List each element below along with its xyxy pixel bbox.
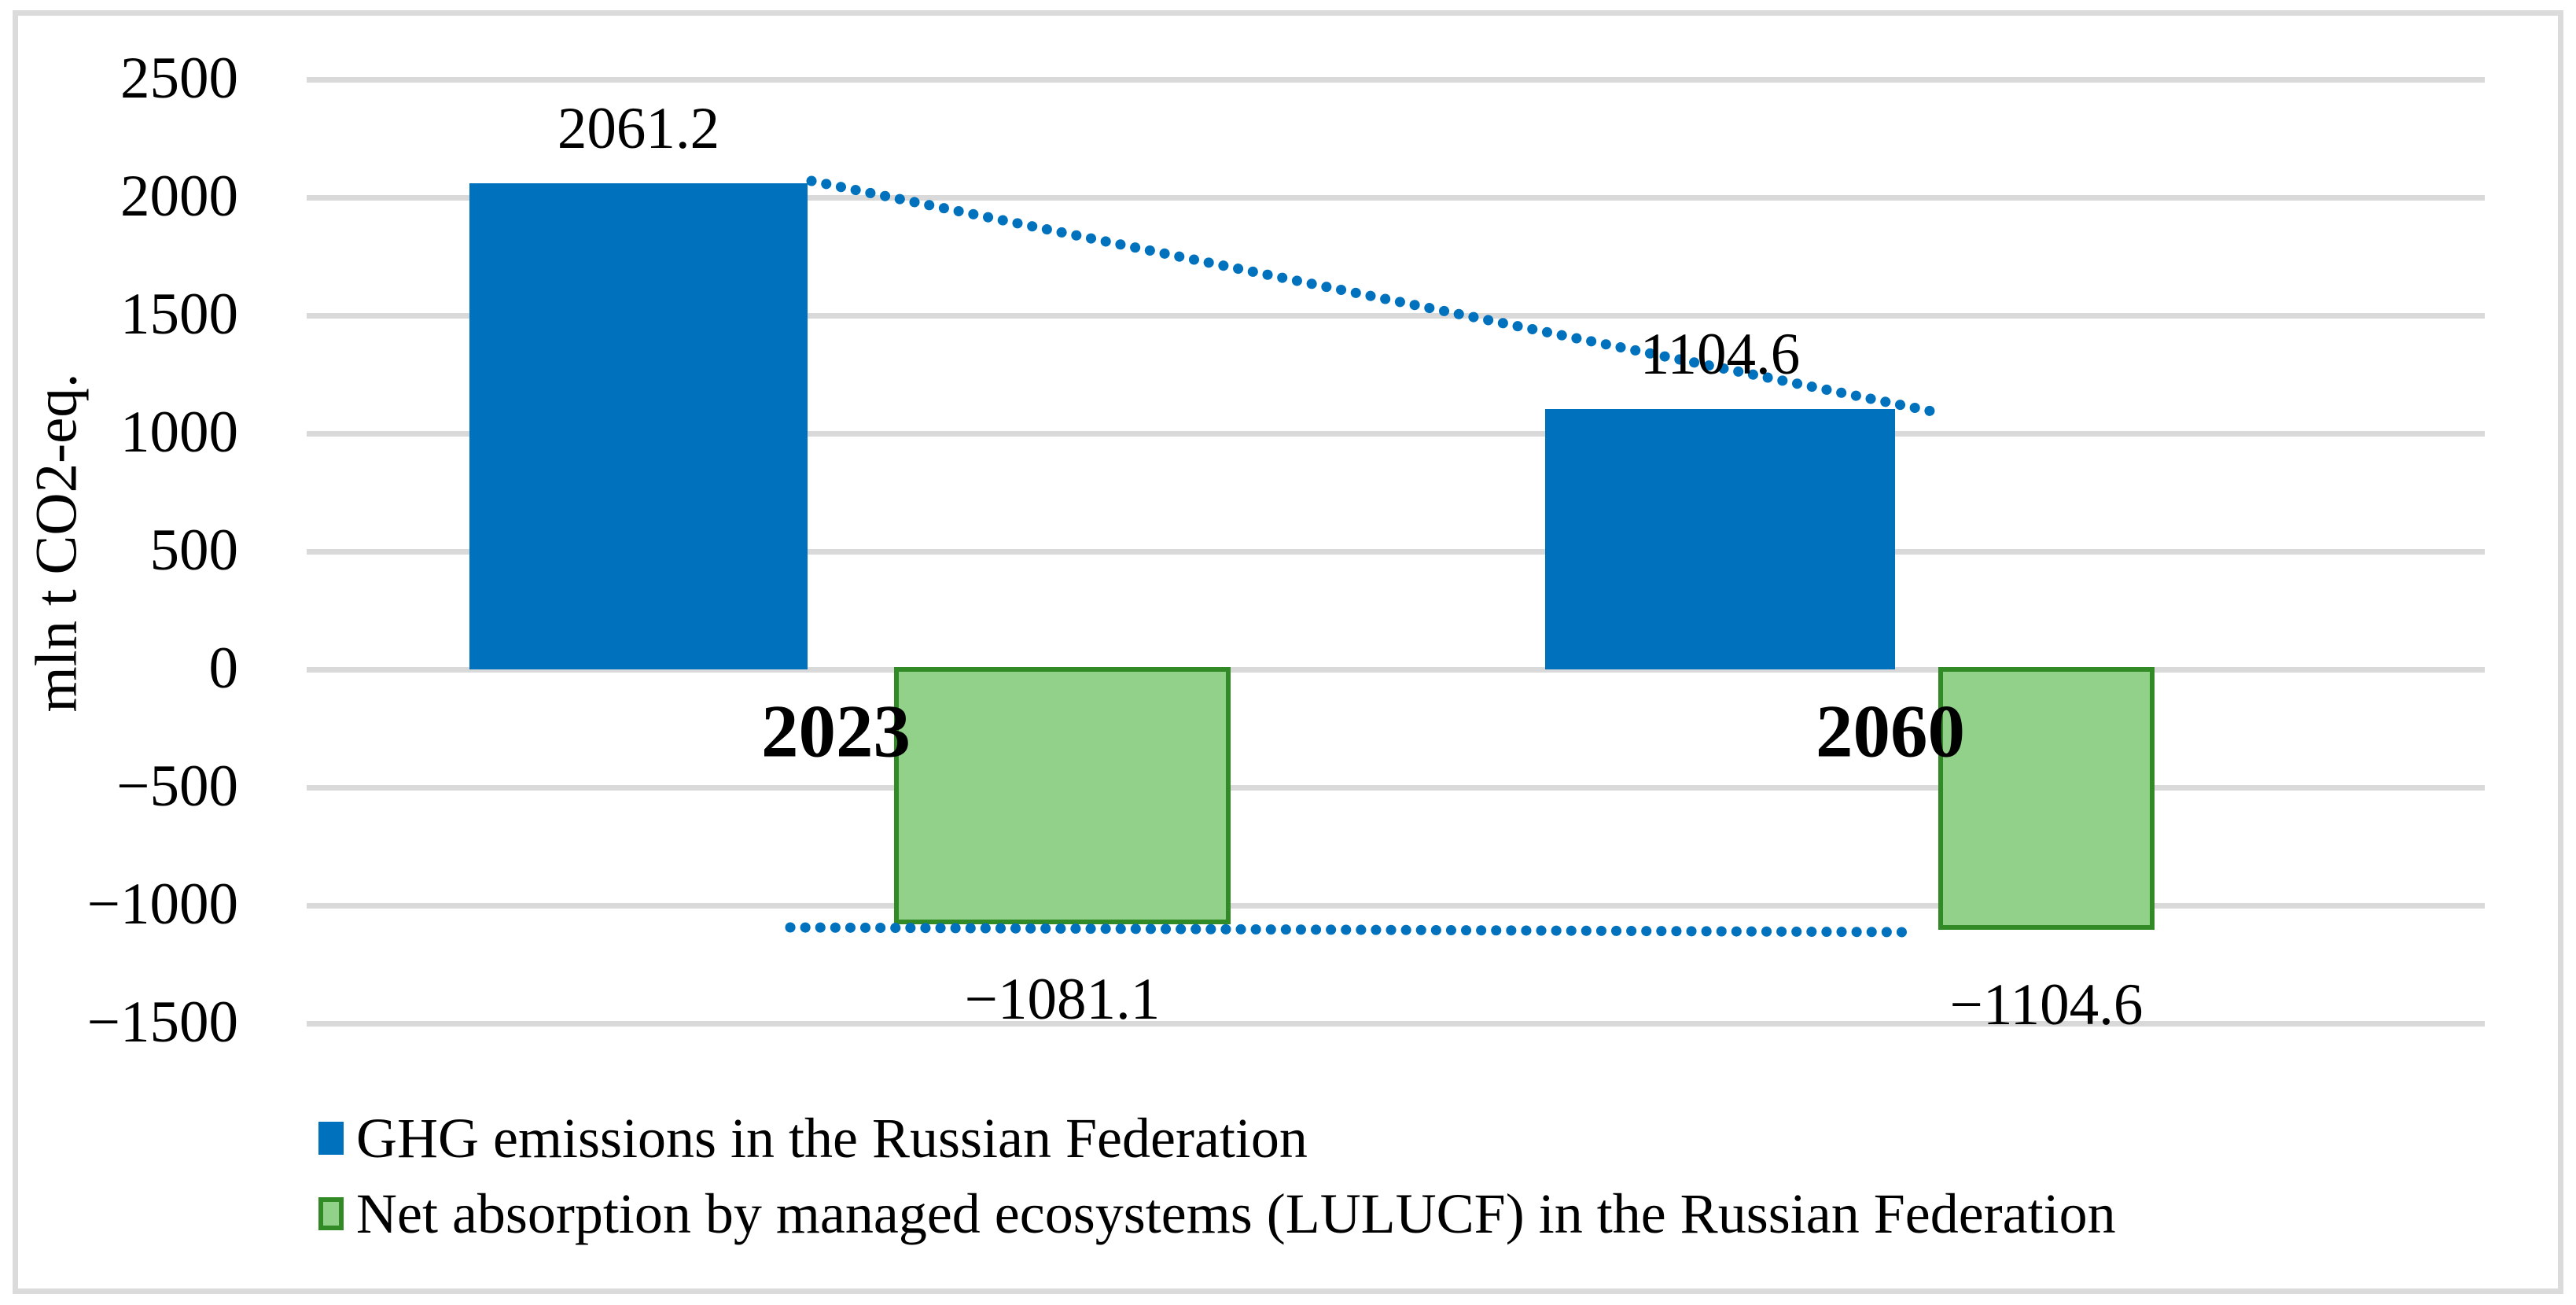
value-label-−1104.6: −1104.6 <box>1949 972 2144 1038</box>
emissions-bar-2023 <box>469 182 808 669</box>
y-tick-2000: 2000 <box>120 164 238 229</box>
gridline-500 <box>307 548 2485 555</box>
y-tick--1500: −1500 <box>86 990 238 1055</box>
absorption-bar-2060 <box>1938 667 2155 931</box>
y-tick-2500: 2500 <box>120 46 238 111</box>
legend-item-absorption: Net absorption by managed ecosystems (LU… <box>318 1184 2116 1244</box>
absorption-bar-2023 <box>894 667 1231 925</box>
gridline--500 <box>307 784 2485 791</box>
absorption-swatch-icon <box>318 1197 344 1230</box>
y-tick-0: 0 <box>208 636 239 701</box>
y-tick--1000: −1000 <box>86 872 238 937</box>
category-label-2023: 2023 <box>761 689 911 773</box>
gridline--1000 <box>307 902 2485 909</box>
value-label-−1081.1: −1081.1 <box>964 967 1161 1033</box>
emissions-bar-2060 <box>1545 408 1895 669</box>
emissions-swatch-icon <box>318 1122 344 1155</box>
y-tick-1000: 1000 <box>120 400 238 465</box>
y-tick--500: −500 <box>116 754 238 819</box>
gridline-2500 <box>307 76 2485 83</box>
y-tick-500: 500 <box>149 518 239 583</box>
value-label-2061.2: 2061.2 <box>557 95 720 161</box>
y-axis-title: mln t CO2-eq. <box>24 373 90 713</box>
value-label-1104.6: 1104.6 <box>1639 321 1801 387</box>
legend-item-emissions: GHG emissions in the Russian Federation <box>318 1108 1308 1168</box>
gridline--1500 <box>307 1020 2485 1027</box>
y-tick-1500: 1500 <box>120 282 238 347</box>
gridline-0 <box>307 666 2485 673</box>
legend-label-emissions: GHG emissions in the Russian Federation <box>356 1107 1308 1170</box>
legend-label-absorption: Net absorption by managed ecosystems (LU… <box>356 1182 2116 1245</box>
gridline-1000 <box>307 430 2485 437</box>
category-label-2060: 2060 <box>1816 689 1965 773</box>
figure-border <box>13 10 2563 1294</box>
